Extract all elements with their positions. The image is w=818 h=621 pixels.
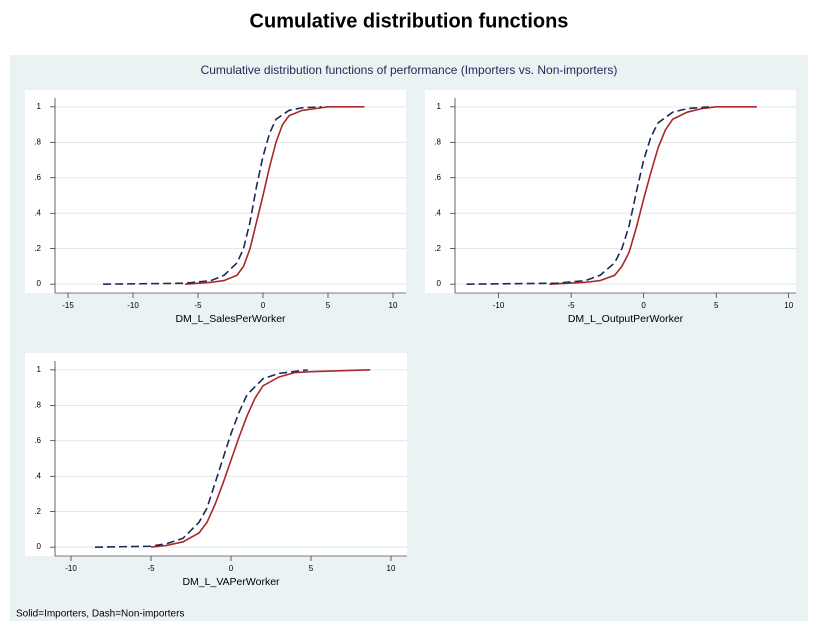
x-tick-label: -5: [194, 301, 202, 310]
x-axis-label: DM_L_SalesPerWorker: [175, 313, 286, 325]
y-tick-label: .8: [434, 137, 441, 146]
cdf-line: [94, 369, 308, 548]
x-tick-label: 0: [229, 564, 234, 573]
cdf-line: [549, 106, 757, 285]
x-tick-label: -15: [62, 301, 74, 310]
note: Solid=Importers, Dash=Non-importers: [16, 609, 184, 620]
x-tick-label: 10: [784, 301, 793, 310]
y-tick-label: .6: [34, 436, 41, 445]
x-tick-label: 5: [326, 301, 331, 310]
plot-area: [25, 353, 407, 556]
cdf-line: [150, 369, 371, 548]
y-tick-label: .6: [434, 173, 441, 182]
cdf-line: [103, 106, 322, 285]
y-tick-label: 0: [37, 279, 42, 288]
y-tick-label: .2: [434, 244, 441, 253]
plot-area: [425, 90, 796, 293]
x-tick-label: 5: [309, 564, 314, 573]
subtitle: Cumulative distribution functions of per…: [201, 63, 618, 77]
x-tick-label: -10: [65, 564, 77, 573]
y-tick-label: .6: [34, 173, 41, 182]
x-axis-label: DM_L_VAPerWorker: [182, 576, 280, 588]
cdf-line: [184, 106, 365, 285]
x-tick-label: 0: [261, 301, 266, 310]
x-tick-label: -10: [493, 301, 505, 310]
y-tick-label: 0: [437, 279, 442, 288]
y-tick-label: 1: [37, 102, 42, 111]
y-tick-label: 0: [37, 542, 42, 551]
plot-area: [25, 90, 406, 293]
x-tick-label: 5: [714, 301, 719, 310]
y-tick-label: .4: [34, 471, 41, 480]
y-tick-label: .4: [434, 208, 441, 217]
figure-title: Cumulative distribution functions: [250, 10, 569, 32]
y-tick-label: 1: [37, 365, 42, 374]
x-tick-label: 10: [389, 301, 398, 310]
x-tick-label: -5: [147, 564, 155, 573]
x-tick-label: -10: [127, 301, 139, 310]
y-tick-label: 1: [437, 102, 442, 111]
y-tick-label: .8: [34, 137, 41, 146]
x-tick-label: 0: [641, 301, 646, 310]
x-tick-label: 10: [387, 564, 396, 573]
y-tick-label: .2: [34, 244, 41, 253]
y-tick-label: .4: [34, 208, 41, 217]
cdf-line: [466, 106, 710, 285]
x-axis-label: DM_L_OutputPerWorker: [568, 313, 684, 325]
y-tick-label: .8: [34, 400, 41, 409]
y-tick-label: .2: [34, 507, 41, 516]
x-tick-label: -5: [568, 301, 576, 310]
